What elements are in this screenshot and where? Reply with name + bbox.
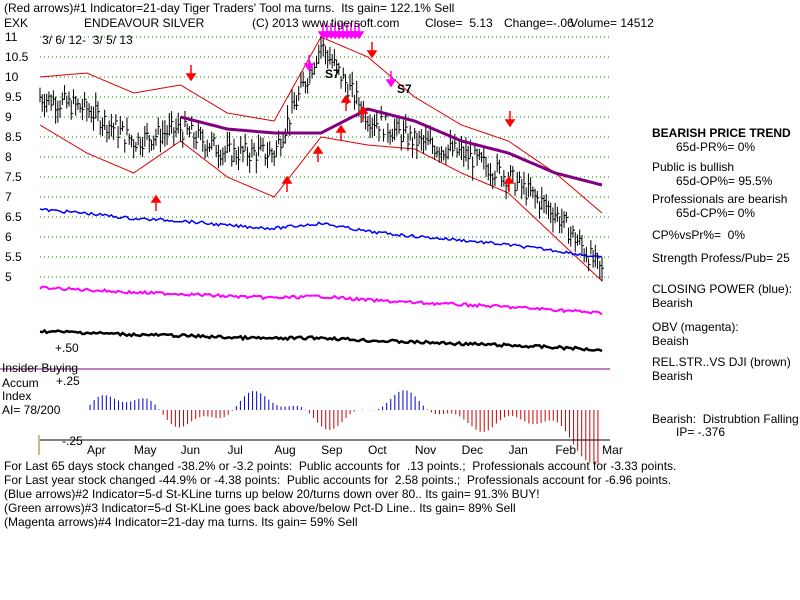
y-tick-label: 6 (5, 230, 12, 244)
obv-label: OBV (magenta): (652, 320, 739, 334)
distribution-status: Bearish: Distrubtion Falling (652, 412, 799, 426)
sell-arrow (504, 111, 516, 128)
sell-arrow (303, 55, 315, 72)
prof-status: Professionals are bearish (652, 192, 788, 206)
y-tick-label: 6.5 (5, 210, 22, 224)
buy-arrow (503, 175, 515, 192)
x-tick-label: Nov (414, 443, 437, 457)
ip-value: IP= -.376 (676, 425, 726, 439)
cpvspr-value: CP%vsPr%= 0% (652, 228, 746, 242)
closing-power-value: Bearish (652, 296, 693, 310)
y-tick-label: 5.5 (5, 250, 22, 264)
obv-line (39, 285, 603, 316)
y-tick-label: 7 (5, 190, 12, 204)
annotation-s7: S7 (325, 67, 340, 81)
y-tick-label: 8.5 (5, 130, 22, 144)
cp-value: 65d-CP%= 0% (676, 206, 756, 220)
y-tick-label: 10.5 (5, 50, 29, 64)
accum-histogram (89, 390, 599, 464)
copyright: (C) 2013 www.tigersoft.com (252, 16, 400, 30)
y-tick-label: 8 (5, 150, 12, 164)
y-tick-label: 9.5 (5, 90, 22, 104)
x-tick-label: Aug (274, 443, 296, 457)
x-tick-label: Jul (227, 443, 243, 457)
op-value: 65d-OP%= 95.5% (676, 174, 773, 188)
x-tick-label: Dec (461, 443, 483, 457)
closing-power-label: CLOSING POWER (blue): (652, 282, 793, 296)
buy-arrow (340, 94, 352, 111)
x-tick-label: Mar (602, 443, 623, 457)
buy-arrow (357, 105, 369, 122)
x-tick-label: Jan (508, 443, 528, 457)
footer-line-5: (Magenta arrows)#4 Indicator=21-day ma t… (4, 515, 358, 529)
label-insider-buying: Insider Buying (2, 361, 79, 375)
footer-line-3: (Blue arrows)#2 Indicator=5-d St-KLine t… (4, 487, 540, 501)
indicator-lines (39, 208, 603, 353)
buy-arrow (150, 194, 162, 211)
x-tick-label: May (133, 443, 157, 457)
trend-title: BEARISH PRICE TREND (652, 126, 791, 140)
label-plus-50: +.50 (55, 341, 79, 355)
signal-arrows (150, 23, 516, 211)
footer-line-4: (Green arrows)#3 Indicator=5-d St-KLine … (4, 501, 516, 515)
change-value: Change=-.06 (504, 16, 574, 30)
strength-value: Strength Profess/Pub= 25 (652, 251, 790, 265)
obv-value: Beaish (652, 334, 689, 348)
bollinger-bands (39, 36, 603, 282)
buy-arrow (281, 175, 293, 192)
y-tick-label: 11 (5, 30, 18, 44)
label-plus-25: +.25 (56, 374, 80, 388)
footer-line-2: For Last year stock changed -44.9% or -4… (4, 473, 672, 487)
moving-average (180, 107, 603, 187)
y-tick-label: 10 (5, 70, 19, 84)
close-value: Close= 5.13 (425, 16, 493, 30)
lower-band-line (39, 124, 603, 282)
label-index: Index (2, 389, 32, 403)
y-tick-label: 5 (5, 270, 12, 284)
x-tick-label: Oct (368, 443, 387, 457)
buy-arrow (312, 145, 324, 162)
closing-power-line (39, 208, 603, 258)
relstr-line (39, 328, 603, 353)
label-ai: AI= 78/200 (2, 403, 61, 417)
x-tick-label: Feb (555, 443, 577, 457)
x-tick-label: Apr (87, 443, 106, 457)
annotation-s7: S7 (397, 82, 412, 96)
x-tick-label: Jun (180, 443, 201, 457)
sell-arrow (185, 65, 197, 82)
buy-arrow (335, 124, 347, 141)
label-minus-25: -.25 (62, 434, 83, 448)
sell-arrow (385, 71, 397, 88)
sell-arrow (353, 23, 365, 40)
ma-21-line (180, 107, 603, 187)
symbol: EXK (4, 16, 29, 30)
stock-name: ENDEAVOUR SILVER (84, 16, 205, 30)
x-tick-label: Sep (321, 443, 343, 457)
volume-value: Volume= 14512 (570, 16, 654, 30)
y-tick-label: 7.5 (5, 170, 22, 184)
label-accum: Accum (2, 376, 39, 390)
public-status: Public is bullish (652, 160, 735, 174)
relstr-value: Bearish (652, 369, 693, 383)
date-range: 3/ 6/ 12- 3/ 5/ 13 (42, 33, 133, 47)
indicator-1-line: (Red arrows)#1 Indicator=21-day Tiger Tr… (4, 1, 455, 15)
y-tick-label: 9 (5, 110, 12, 124)
relstr-label: REL.STR..VS DJI (brown) (652, 355, 791, 369)
footer-line-1: For Last 65 days stock changed -38.2% or… (4, 459, 677, 473)
pr-value: 65d-PR%= 0% (676, 140, 756, 154)
sell-arrow (366, 42, 378, 59)
